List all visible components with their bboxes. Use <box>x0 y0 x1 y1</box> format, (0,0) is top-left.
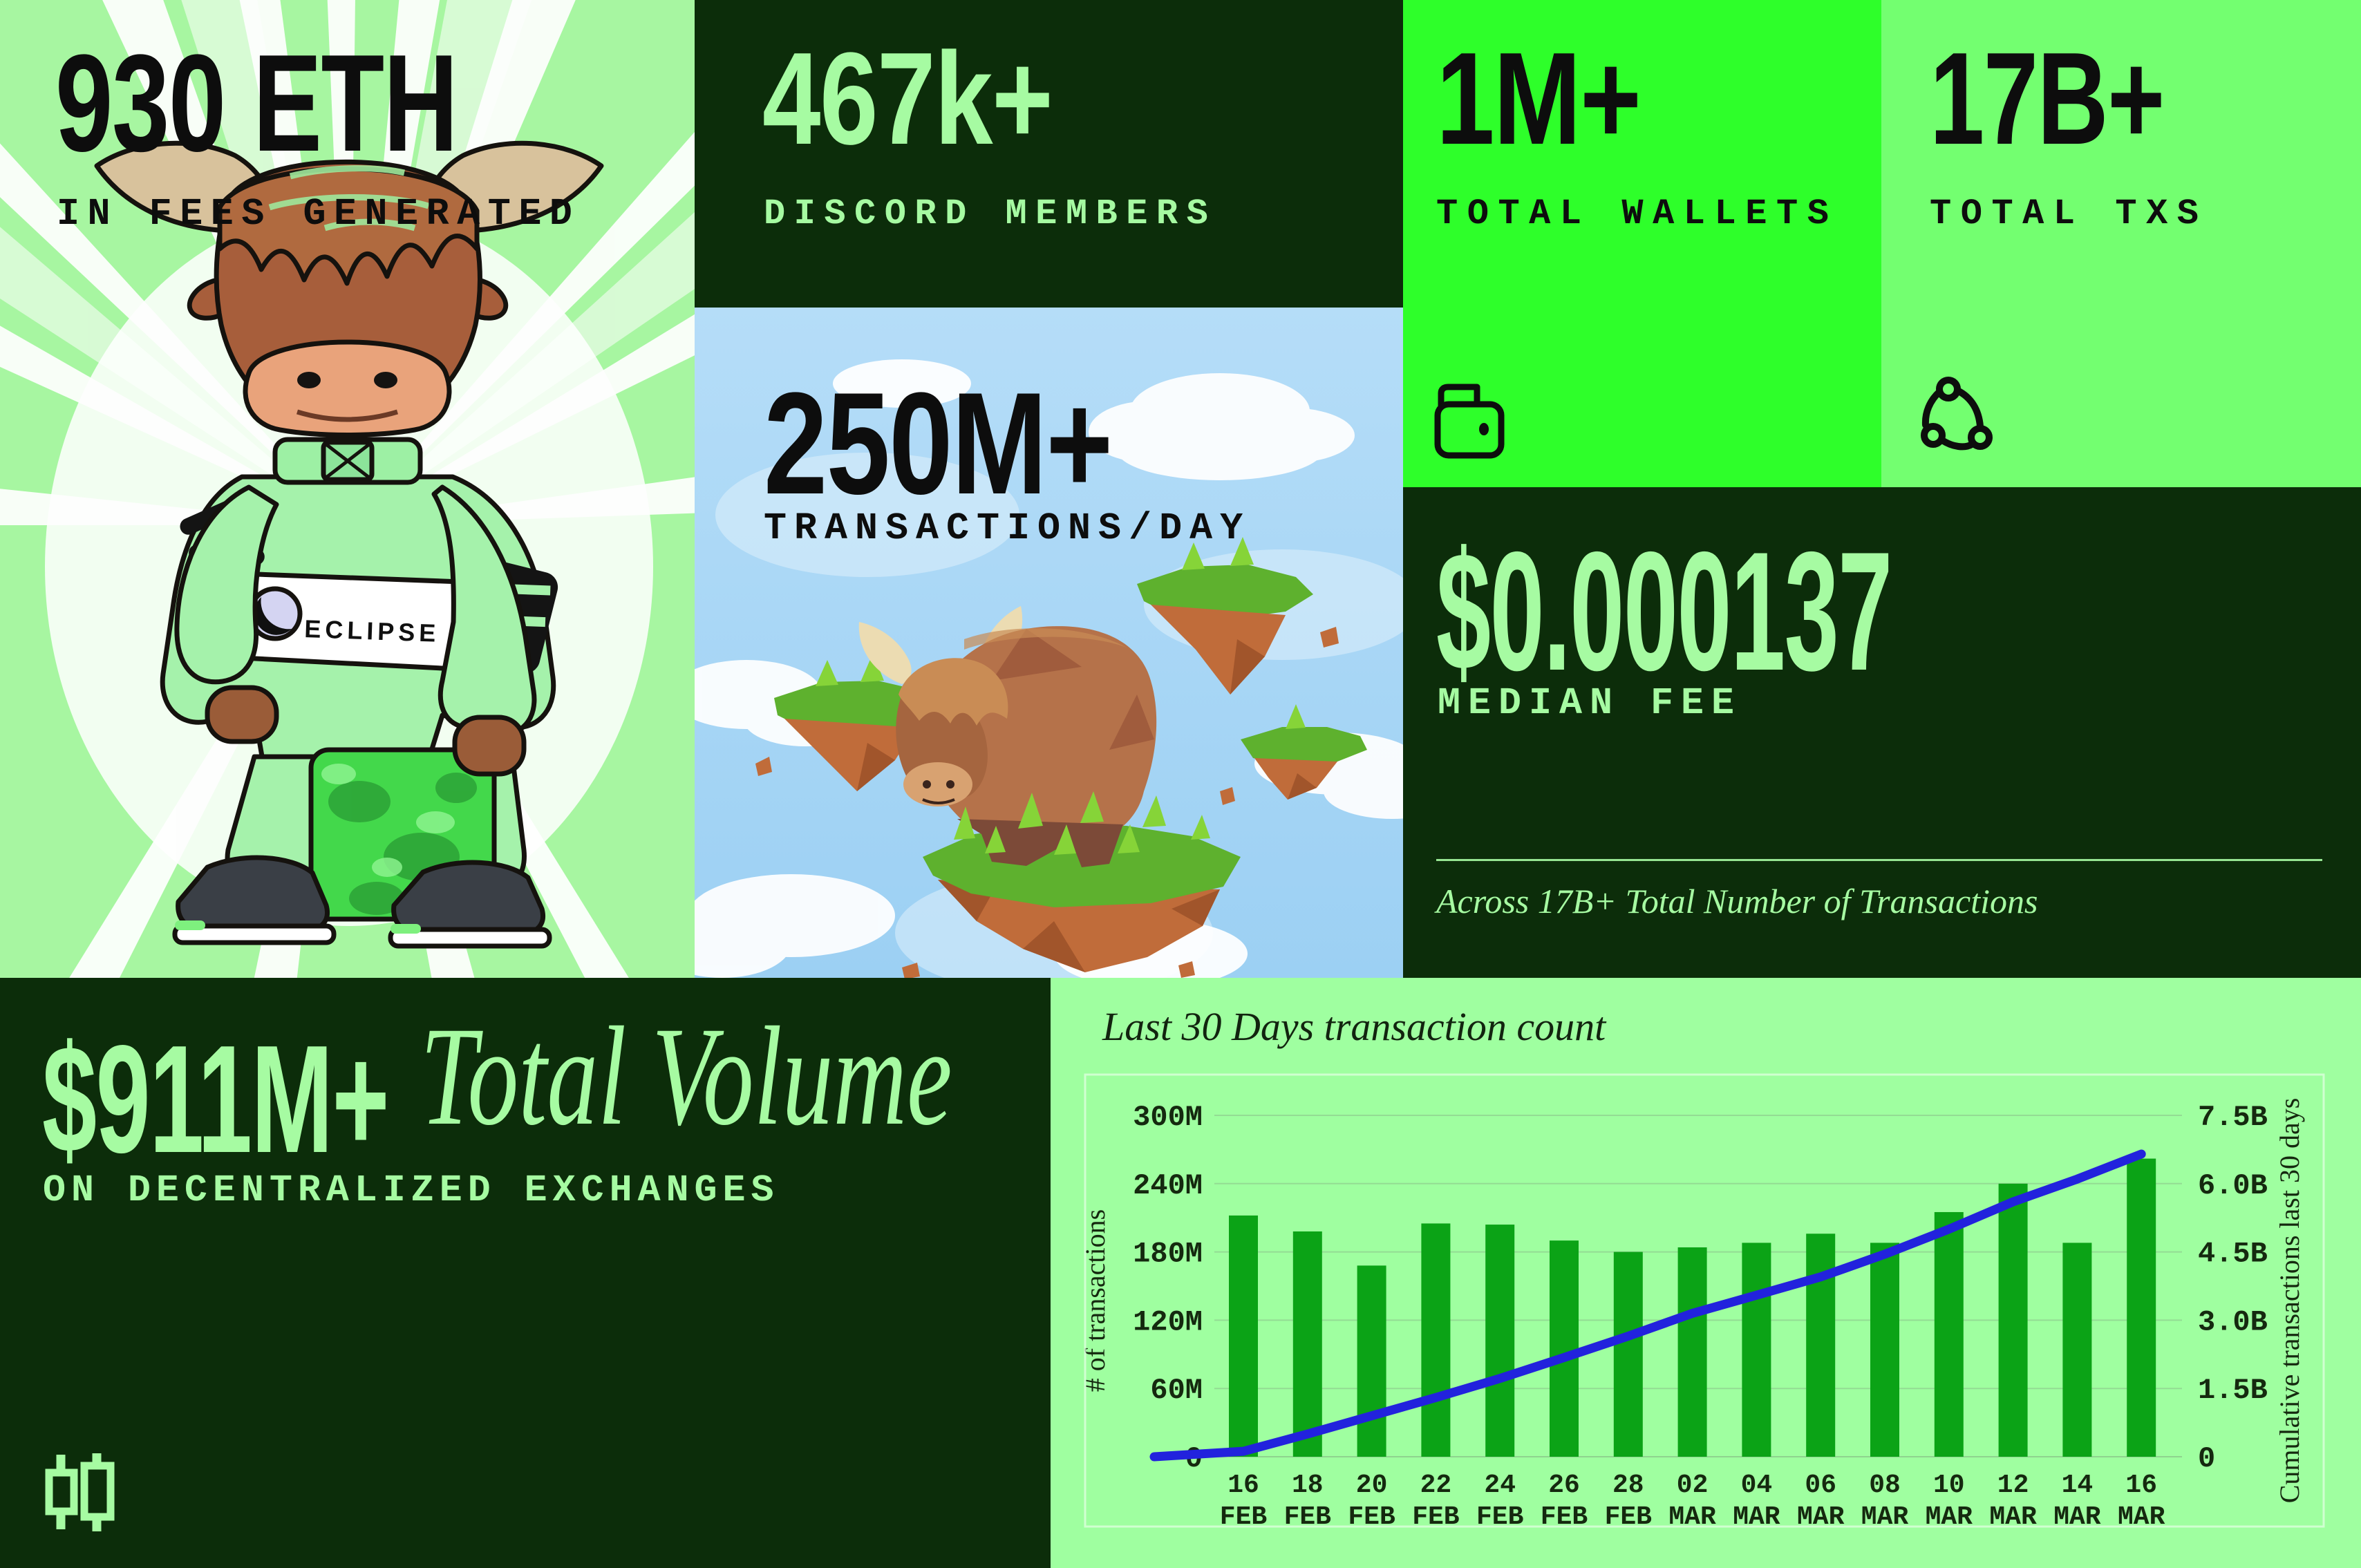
panel-daily-transactions: 250M+ TRANSACTIONS/DAY <box>695 308 1403 978</box>
x-tick: 24 FEB <box>1476 1471 1523 1532</box>
panel-fees-generated: ECLIPSE 930 ETH IN FEES GENERATED <box>0 0 695 978</box>
panel-median-fee: $0.000137 MEDIAN FEE Across 17B+ Total N… <box>1403 487 2361 978</box>
grass-blades <box>954 791 1210 855</box>
y-axis-label-right: Cumulative transactions last 30 days <box>2274 1098 2305 1504</box>
yak <box>858 606 1157 867</box>
y-tick-right: 4.5B <box>2198 1238 2268 1271</box>
y-tick-left: 240M <box>1133 1169 1203 1202</box>
x-tick: 16 MAR <box>2118 1471 2165 1532</box>
total-txs-label: TOTAL TXS <box>1930 193 2208 234</box>
panel-total-volume: $911M+ Total Volume ON DECENTRALIZED EXC… <box>0 978 1051 1568</box>
bar-14-mar <box>2062 1243 2092 1457</box>
bar-12-mar <box>1998 1183 2028 1457</box>
bar-10-mar <box>1934 1211 1964 1457</box>
divider-line <box>1436 859 2322 861</box>
bar-08-mar <box>1870 1243 1899 1457</box>
y-tick-right: 6.0B <box>2198 1169 2268 1202</box>
total-txs-value: 17B+ <box>1930 26 2165 172</box>
wallets-label: TOTAL WALLETS <box>1436 193 1838 234</box>
y-tick-right: 0 <box>2198 1442 2215 1475</box>
cycle-icon <box>1921 377 1993 451</box>
daily-txs-value: 250M+ <box>764 362 1113 525</box>
median-fee-footnote: Across 17B+ Total Number of Transactions <box>1436 882 2038 920</box>
panel-discord-members: 467k+ DISCORD MEMBERS <box>695 0 1403 308</box>
x-tick: 06 MAR <box>1797 1471 1845 1532</box>
panel-total-wallets: 1M+ TOTAL WALLETS <box>1403 0 1881 487</box>
x-tick: 18 FEB <box>1284 1471 1331 1532</box>
wallets-value: 1M+ <box>1436 26 1642 172</box>
x-tick: 12 MAR <box>1989 1471 2037 1532</box>
y-tick-left: 180M <box>1133 1238 1203 1271</box>
fees-label: IN FEES GENERATED <box>57 192 581 236</box>
y-tick-left: 300M <box>1133 1101 1203 1134</box>
x-tick: 26 FEB <box>1541 1471 1588 1532</box>
y-tick-left: 120M <box>1133 1305 1203 1339</box>
x-tick: 08 MAR <box>1861 1471 1909 1532</box>
y-tick-left: 60M <box>1150 1374 1203 1407</box>
bar-28-feb <box>1613 1251 1643 1457</box>
x-tick: 20 FEB <box>1348 1471 1395 1532</box>
x-tick: 10 MAR <box>1926 1471 1973 1532</box>
daily-txs-label: TRANSACTIONS/DAY <box>764 507 1251 550</box>
island-right-small <box>1220 704 1367 805</box>
x-tick: 28 FEB <box>1605 1471 1652 1532</box>
bull-mascot: ECLIPSE <box>94 140 604 949</box>
x-tick: 14 MAR <box>2053 1471 2101 1532</box>
bull-mascot-illustration: ECLIPSE <box>0 0 695 978</box>
candlestick-icon <box>45 1453 115 1531</box>
bar-04-mar <box>1742 1243 1771 1457</box>
y-tick-right: 7.5B <box>2198 1101 2268 1134</box>
discord-label: DISCORD MEMBERS <box>764 193 1217 234</box>
y-tick-right: 3.0B <box>2198 1305 2268 1339</box>
wallet-icon <box>1434 384 1505 459</box>
bar-02-mar <box>1677 1247 1707 1457</box>
discord-value: 467k+ <box>762 26 1053 172</box>
bar-16-feb <box>1229 1215 1258 1457</box>
island-right-top <box>1129 537 1339 695</box>
bar-18-feb <box>1292 1231 1322 1457</box>
y-tick-right: 1.5B <box>2198 1374 2268 1407</box>
bar-26-feb <box>1550 1240 1579 1457</box>
x-tick: 16 FEB <box>1220 1471 1267 1532</box>
fees-value: 930 ETH <box>55 26 458 180</box>
bar-20-feb <box>1357 1265 1386 1457</box>
x-tick: 04 MAR <box>1733 1471 1780 1532</box>
bar-line-chart: # of transactions Cumulative transaction… <box>1080 1073 2325 1532</box>
bar-06-mar <box>1806 1234 1836 1457</box>
median-fee-value: $0.000137 <box>1436 516 1892 706</box>
cumulative-line <box>1149 1149 2146 1462</box>
volume-value: $911M+ <box>42 1014 389 1185</box>
chart-title: Last 30 Days transaction count <box>1102 1004 1606 1049</box>
volume-title: Total Volume <box>420 998 952 1155</box>
volume-label: ON DECENTRALIZED EXCHANGES <box>43 1169 780 1212</box>
bar-16-mar <box>2127 1158 2156 1457</box>
x-tick: 22 FEB <box>1412 1471 1459 1532</box>
panel-total-txs: 17B+ TOTAL TXS <box>1881 0 2361 487</box>
median-fee-label: MEDIAN FEE <box>1438 681 1742 725</box>
bar-24-feb <box>1485 1225 1515 1457</box>
x-tick: 02 MAR <box>1668 1471 1716 1532</box>
bar-22-feb <box>1421 1223 1451 1457</box>
panel-transaction-chart: Last 30 Days transaction count # of tran… <box>1051 978 2361 1568</box>
mascot-badge-text: ECLIPSE <box>304 614 440 648</box>
floating-islands-yak-illustration <box>695 308 1403 978</box>
